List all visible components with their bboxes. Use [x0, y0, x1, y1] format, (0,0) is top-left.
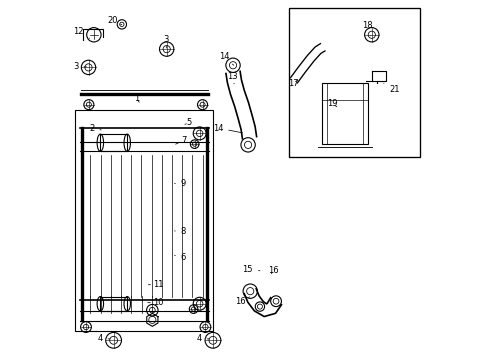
Bar	[289, 8, 419, 157]
Text: 20: 20	[107, 16, 122, 25]
Text: 10: 10	[147, 298, 163, 307]
Text: 4: 4	[196, 334, 209, 343]
Text: 13: 13	[226, 72, 237, 84]
Text: 4: 4	[97, 334, 110, 343]
Text: 18: 18	[362, 21, 372, 36]
Bar	[321, 83, 367, 144]
Text: 14: 14	[219, 53, 233, 65]
Text: 3: 3	[73, 62, 86, 71]
Text: 21: 21	[383, 83, 399, 94]
Text: 8: 8	[174, 228, 186, 237]
Bar	[100, 297, 127, 311]
Text: 9: 9	[174, 179, 186, 188]
Text: 19: 19	[327, 99, 337, 108]
Text: 15: 15	[242, 265, 260, 274]
Bar	[75, 110, 213, 330]
Text: 17: 17	[287, 79, 298, 88]
Text: 6: 6	[174, 253, 186, 262]
Text: 16: 16	[268, 266, 279, 275]
Text: 1: 1	[134, 94, 139, 103]
Text: 11: 11	[148, 280, 163, 289]
Text: 14: 14	[212, 123, 242, 133]
Text: 2: 2	[89, 123, 101, 132]
Text: 12: 12	[73, 27, 89, 39]
Bar	[100, 134, 127, 151]
Text: 3: 3	[163, 35, 169, 48]
Text: 5: 5	[184, 118, 191, 127]
Text: 7: 7	[175, 136, 186, 145]
Text: 16: 16	[235, 297, 249, 306]
